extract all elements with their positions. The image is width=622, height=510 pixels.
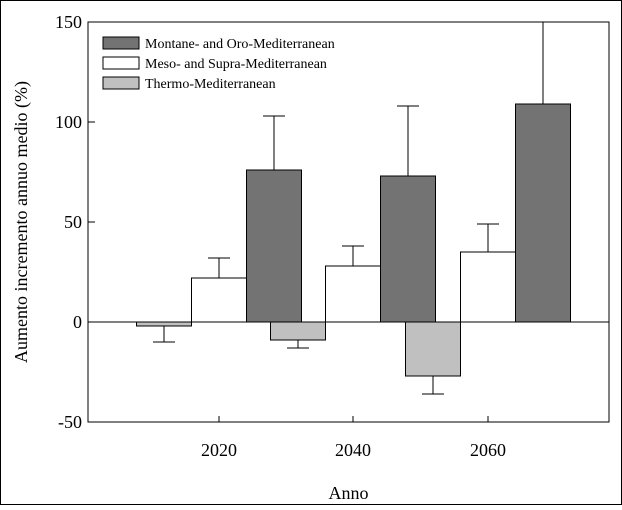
error-bars-group bbox=[153, 22, 544, 395]
x-axis-ticks: 2020 2040 2060 bbox=[201, 416, 506, 460]
x-tick-label: 2020 bbox=[201, 440, 237, 460]
y-axis-title: Aumento incremento annuo medio (%) bbox=[11, 81, 32, 363]
bar-montane-and-oro-mediterranean-2060 bbox=[515, 103, 571, 323]
x-tick-label: 2060 bbox=[470, 440, 506, 460]
bar-meso-and-supra-mediterranean-2060 bbox=[460, 251, 516, 323]
y-tick-label: 150 bbox=[55, 12, 82, 32]
bar-thermo-mediterranean-2020 bbox=[136, 321, 192, 327]
legend-label: Thermo-Mediterranean bbox=[145, 77, 276, 92]
legend: Montane- and Oro-Mediterranean Meso- and … bbox=[102, 36, 335, 92]
legend-label: Montane- and Oro-Mediterranean bbox=[145, 37, 335, 52]
bar-montane-and-oro-mediterranean-2020 bbox=[246, 169, 302, 323]
y-tick-label: 0 bbox=[73, 312, 82, 332]
y-tick-label: 50 bbox=[64, 212, 82, 232]
y-tick-label: -50 bbox=[58, 412, 82, 432]
x-tick-label: 2040 bbox=[335, 440, 371, 460]
bar-montane-and-oro-mediterranean-2040 bbox=[380, 175, 436, 323]
legend-swatch bbox=[102, 76, 140, 90]
x-axis-title: Anno bbox=[329, 483, 369, 503]
bar-meso-and-supra-mediterranean-2040 bbox=[325, 265, 381, 323]
bar-meso-and-supra-mediterranean-2020 bbox=[191, 277, 247, 323]
legend-swatch bbox=[102, 36, 140, 50]
bar-thermo-mediterranean-2060 bbox=[405, 321, 461, 377]
bars-group bbox=[136, 103, 571, 377]
legend-label: Meso- and Supra-Mediterranean bbox=[145, 57, 327, 72]
legend-swatch bbox=[102, 56, 140, 70]
y-tick-label: 100 bbox=[55, 112, 82, 132]
y-axis-ticks: -50 0 50 100 150 bbox=[55, 12, 95, 432]
bar-thermo-mediterranean-2040 bbox=[270, 321, 326, 341]
